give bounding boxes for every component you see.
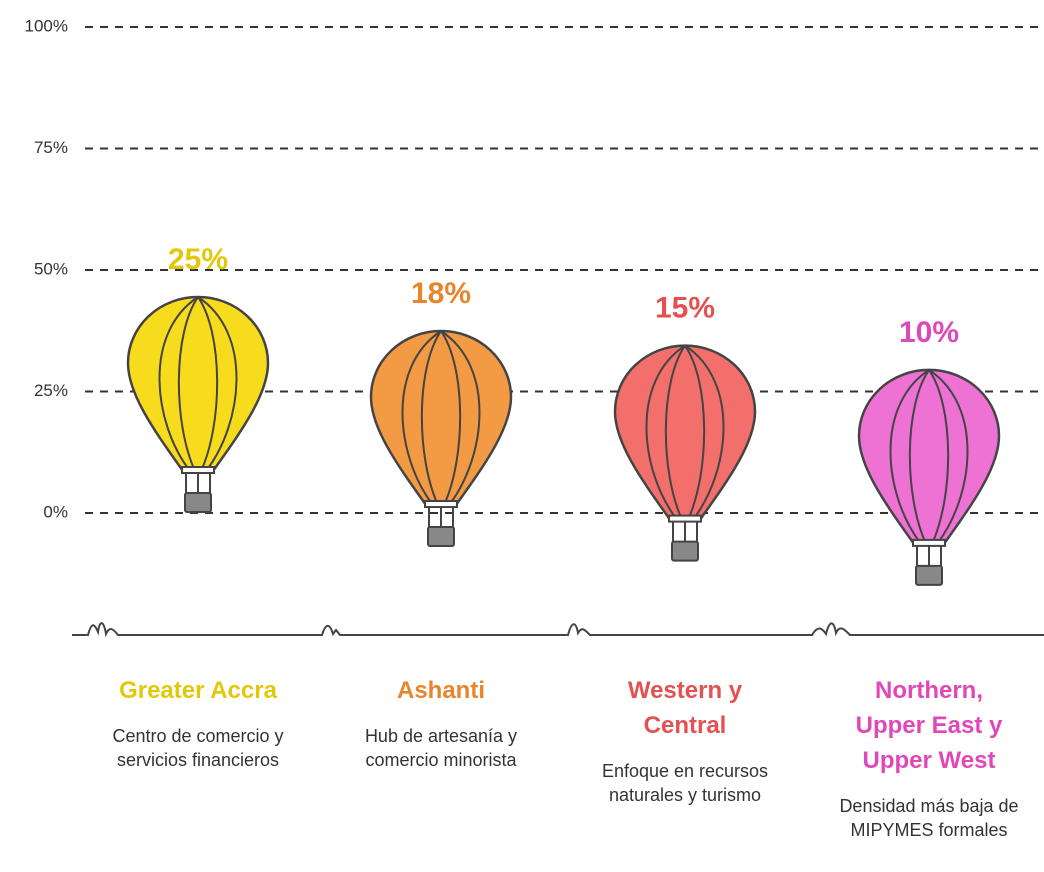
balloon-gores [401,330,481,506]
balloon-ropes [428,507,454,528]
category-column: Greater Accra Centro de comercio y servic… [83,673,313,772]
balloon-gores [889,369,969,545]
balloon-band [912,538,946,547]
category-column: Northern, Upper East y Upper West Densida… [814,673,1044,842]
value-label: 18% [411,277,471,310]
balloon-envelope [126,295,270,473]
balloon-envelope [857,368,1001,546]
balloon [126,295,270,513]
y-tick-label: 0% [43,502,68,521]
balloon-envelope [369,329,513,507]
value-label: 15% [655,292,715,325]
y-tick-label: 25% [34,381,68,400]
category-name: Greater Accra [119,677,277,704]
basket [427,526,455,548]
category-column: Ashanti Hub de artesanía y comercio minor… [326,673,556,772]
value-label: 10% [899,316,959,349]
balloon-ropes [672,521,698,542]
balloon-gores [158,296,238,472]
category-column: Western y Central Enfoque en recursos nat… [570,673,800,807]
balloon-ropes [185,473,211,493]
balloon [369,329,513,548]
category-description: Centro de comercio y servicios financier… [112,726,284,770]
ground [72,622,1044,638]
basket [671,540,699,562]
y-tick-label: 100% [25,16,68,35]
category-name: Western y Central [627,677,743,739]
value-label: 25% [168,243,228,276]
category-description: Enfoque en recursos naturales y turismo [601,761,769,805]
balloon-gores [645,344,725,521]
category-name: Ashanti [396,677,485,704]
balloon [613,344,757,562]
category-description: Hub de artesanía y comercio minorista [364,726,518,770]
basket [184,492,212,513]
category-name: Northern, Upper East y Upper West [855,677,1003,774]
basket [915,564,943,586]
balloon-band [668,514,702,523]
y-tick-label: 75% [34,138,68,157]
balloon-band [424,500,458,509]
balloon-envelope [613,344,757,521]
y-tick-label: 50% [34,259,68,278]
balloon-ropes [916,545,942,566]
balloon-band [181,466,215,474]
category-description: Densidad más baja de MIPYMES formales [839,796,1019,840]
balloon [857,368,1001,586]
